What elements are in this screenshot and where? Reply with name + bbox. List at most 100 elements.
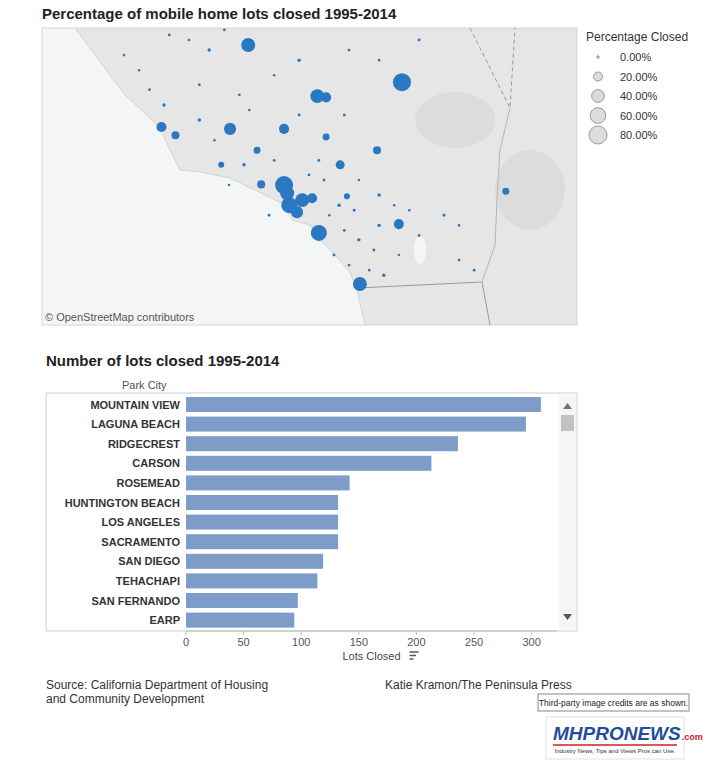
bubble	[368, 269, 371, 272]
note-box	[538, 694, 689, 711]
bubble	[358, 179, 361, 182]
x-tick	[243, 631, 244, 635]
source-note: Source: California Department of Housing	[46, 678, 268, 692]
size-legend-mark	[590, 108, 606, 124]
bubble	[297, 58, 300, 61]
bubble	[208, 48, 211, 51]
bubble	[148, 88, 151, 91]
category-label: RIDGECREST	[108, 438, 180, 450]
scroll-thumb	[561, 415, 574, 431]
bubble	[273, 74, 276, 77]
bar-plot	[186, 397, 541, 628]
park-area	[415, 92, 495, 148]
bubble	[502, 188, 509, 195]
size-legend-mark	[594, 72, 603, 81]
bar	[186, 534, 338, 549]
bubble	[336, 160, 345, 169]
logo: MHPRONEWS	[553, 723, 681, 744]
bubble	[138, 69, 141, 72]
map-frame	[42, 28, 577, 325]
bar-title: Number of lots closed 1995-2014	[46, 352, 280, 369]
x-axis-line	[186, 631, 557, 632]
scroll-down	[563, 614, 572, 620]
park-area	[495, 150, 565, 230]
bubble	[291, 206, 303, 218]
bubble	[218, 162, 224, 168]
bubble	[377, 224, 380, 227]
bubble	[328, 214, 331, 217]
bar	[186, 495, 338, 510]
bubble	[357, 238, 360, 241]
bubble	[398, 254, 401, 257]
bubble	[242, 163, 245, 166]
x-tick	[358, 631, 359, 635]
map-title: Percentage of mobile home lots closed 19…	[42, 5, 397, 22]
bar	[186, 475, 350, 490]
x-tick	[186, 631, 187, 635]
page: Percentage of mobile home lots closed 19…	[0, 0, 708, 768]
bubble	[168, 34, 171, 37]
bubble	[123, 54, 126, 57]
bubble	[418, 234, 421, 237]
category-label: SAN DIEGO	[118, 555, 180, 567]
size-legend-label: 60.00%	[620, 110, 658, 122]
bubble	[224, 123, 236, 135]
logo-suffix: .com	[682, 732, 703, 742]
bar	[186, 554, 323, 569]
category-label: MOUNTAIN VIEW	[90, 399, 180, 411]
size-legend-mark	[592, 90, 605, 103]
x-tick-label: 250	[465, 636, 483, 648]
bubble	[353, 277, 367, 291]
bubble	[393, 204, 396, 207]
sort-icon	[410, 652, 419, 659]
bubble	[458, 259, 461, 262]
bubble	[268, 214, 271, 217]
category-label: SACRAMENTO	[101, 536, 180, 548]
bubble	[323, 179, 326, 182]
size-legend-mark	[597, 56, 600, 59]
bubble	[311, 225, 327, 241]
bubble	[344, 193, 350, 199]
bubble	[171, 131, 179, 139]
bubble	[188, 39, 191, 42]
image-credit-note: Third-party image credits are as shown.	[539, 698, 688, 708]
x-axis-label: Lots Closed	[342, 650, 400, 662]
bubble	[393, 73, 411, 91]
bubble	[279, 124, 289, 134]
bar	[186, 436, 458, 451]
background	[0, 0, 708, 768]
bubble	[307, 193, 317, 203]
bubble	[348, 264, 351, 267]
bar	[186, 515, 338, 530]
bubble	[308, 174, 311, 177]
category-label: SAN FERNANDO	[91, 595, 180, 607]
size-legend-label: 80.00%	[620, 129, 658, 141]
bubble	[162, 103, 165, 106]
bubble	[254, 147, 261, 154]
bubble	[373, 146, 381, 154]
scroll-up	[563, 403, 572, 409]
bar	[186, 573, 317, 588]
state-border	[482, 108, 510, 282]
bubble	[372, 249, 375, 252]
bar-frame	[46, 393, 577, 631]
bar	[186, 456, 431, 471]
bubble	[198, 118, 201, 121]
country-border	[357, 282, 490, 325]
bar	[186, 417, 526, 432]
bar	[186, 613, 294, 628]
bubble	[273, 159, 276, 162]
lake	[414, 236, 426, 264]
x-tick	[301, 631, 302, 635]
bubble	[295, 193, 309, 207]
x-tick-label: 200	[407, 636, 425, 648]
bubble	[323, 134, 330, 141]
size-legend-label: 40.00%	[620, 90, 658, 102]
state-border	[470, 28, 515, 108]
x-tick-label: 50	[237, 636, 249, 648]
bubble	[213, 139, 216, 142]
category-label: TEHACHAPI	[116, 575, 180, 587]
bubble	[321, 92, 331, 102]
map-plot	[75, 28, 577, 325]
bubble	[198, 83, 201, 86]
